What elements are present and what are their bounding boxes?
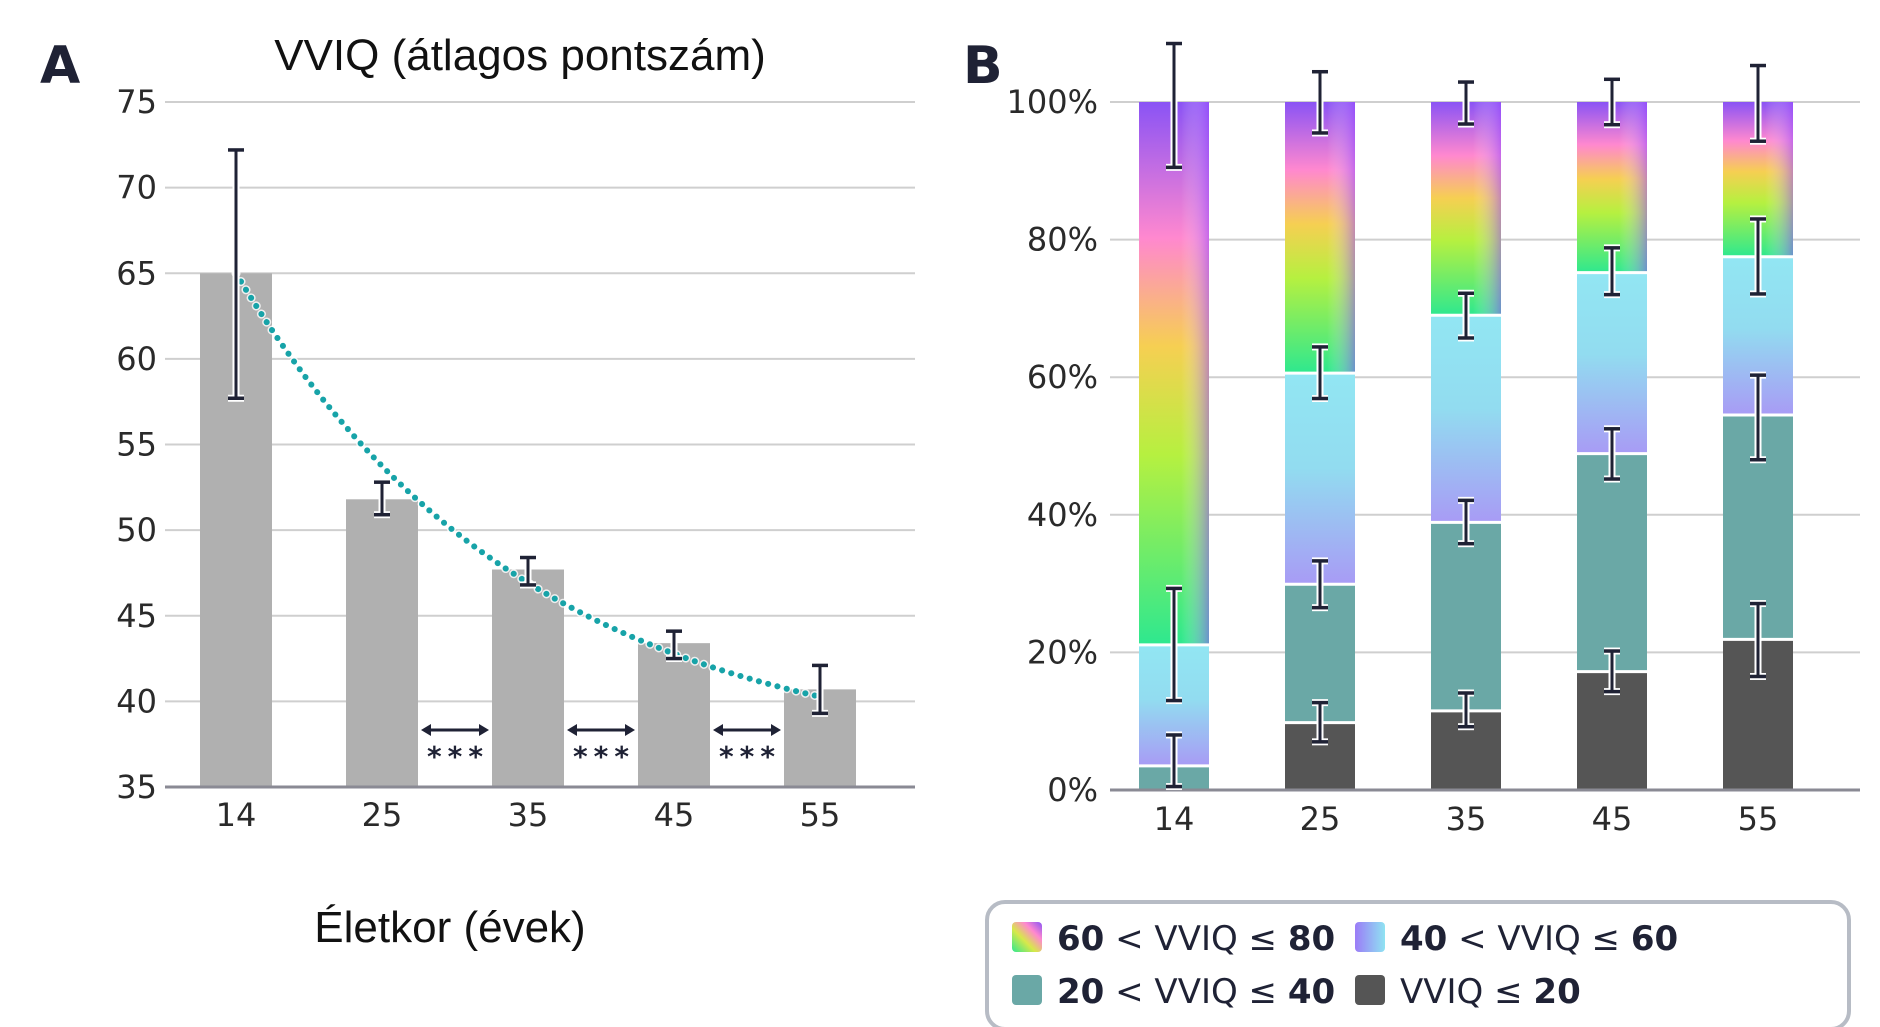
errorbar-b-14-1 <box>1166 584 1182 705</box>
ytick-a-45: 45 <box>116 597 157 635</box>
errorbar-a-55 <box>812 661 828 717</box>
xtick-b-55: 55 <box>1738 800 1779 838</box>
errorbar-b-45-2 <box>1604 244 1620 299</box>
ytick-a-35: 35 <box>116 768 157 806</box>
errorbar-a-35 <box>520 554 536 589</box>
segment-b-25-40-60 <box>1285 373 1355 585</box>
panel-b-chart: 0% 20% 40% 60% 80% 100% 14 25 35 45 55 <box>1007 40 1860 838</box>
significance-a-1: *** <box>421 724 489 773</box>
panel-a-label: A <box>40 36 80 96</box>
ytick-b-80: 80% <box>1027 221 1098 259</box>
ytick-a-50: 50 <box>116 511 157 549</box>
legend-label-0-20: VVIQ ≤ 20 <box>1400 972 1581 1012</box>
legend-swatch-60-80 <box>1012 922 1042 952</box>
significance-a-3: *** <box>713 724 781 773</box>
errorbar-b-55-3 <box>1750 62 1766 145</box>
errorbar-b-25-3 <box>1312 68 1328 137</box>
ytick-a-75: 75 <box>116 83 157 121</box>
errorbar-b-35-2 <box>1458 289 1474 342</box>
xtick-b-35: 35 <box>1446 800 1487 838</box>
significance-arrowhead-left <box>713 724 723 736</box>
errorbar-b-55-2 <box>1750 215 1766 298</box>
ytick-a-55: 55 <box>116 426 157 464</box>
ytick-a-65: 65 <box>116 254 157 292</box>
significance-a-2: *** <box>567 724 635 773</box>
errorbar-b-14-2 <box>1166 40 1182 171</box>
segment-b-35-20-40 <box>1431 522 1501 711</box>
significance-arrowhead-right <box>479 724 489 736</box>
errorbar-b-35-1 <box>1458 496 1474 548</box>
significance-arrowhead-left <box>567 724 577 736</box>
xtick-a-14: 14 <box>216 796 257 834</box>
errorbar-b-45-3 <box>1604 75 1620 129</box>
errorbar-b-25-2 <box>1312 343 1328 403</box>
ytick-b-40: 40% <box>1027 496 1098 534</box>
ytick-b-100: 100% <box>1007 83 1098 121</box>
errorbar-a-25 <box>374 478 390 519</box>
segment-b-35-40-60 <box>1431 315 1501 523</box>
errorbar-b-55-0 <box>1750 600 1766 680</box>
errorbar-b-25-1 <box>1312 557 1328 612</box>
legend-swatch-20-40 <box>1012 975 1042 1005</box>
errorbar-b-55-1 <box>1750 371 1766 464</box>
legend-label-40-60: 40 < VVIQ ≤ 60 <box>1400 919 1678 959</box>
legend-swatch-40-60 <box>1355 922 1385 952</box>
legend-label-60-80: 60 < VVIQ ≤ 80 <box>1057 919 1335 959</box>
errorbar-b-25-0 <box>1312 699 1328 746</box>
legend: 60 < VVIQ ≤ 80 40 < VVIQ ≤ 60 20 < VVIQ … <box>985 900 1851 1027</box>
significance-arrowhead-left <box>421 724 431 736</box>
segment-b-25-60-80-tint <box>1285 102 1355 374</box>
errorbar-b-45-1 <box>1604 425 1620 483</box>
xtick-a-25: 25 <box>362 796 403 834</box>
xtick-b-25: 25 <box>1300 800 1341 838</box>
significance-stars: *** <box>573 740 635 773</box>
xtick-a-45: 45 <box>654 796 695 834</box>
significance-stars: *** <box>719 740 781 773</box>
legend-box <box>985 900 1851 1027</box>
errorbar-b-45-0 <box>1604 647 1620 696</box>
bar-a-45 <box>638 643 710 787</box>
bar-a-35 <box>492 569 564 787</box>
xtick-b-14: 14 <box>1154 800 1195 838</box>
panel-b-label: B <box>963 36 1003 96</box>
ytick-a-70: 70 <box>116 169 157 207</box>
xtick-b-45: 45 <box>1592 800 1633 838</box>
ytick-a-40: 40 <box>116 682 157 720</box>
significance-arrowhead-right <box>771 724 781 736</box>
errorbar-b-14-0 <box>1166 731 1182 791</box>
segment-b-14-60-80-tint <box>1139 102 1209 645</box>
significance-arrowhead-right <box>625 724 635 736</box>
ytick-b-0: 0% <box>1047 771 1098 809</box>
segment-b-45-20-40 <box>1577 453 1647 672</box>
panel-a-chart: 35 40 45 50 55 60 65 70 75 *** *** *** 14 25 35 45 55 <box>116 83 915 834</box>
significance-stars: *** <box>427 740 489 773</box>
ytick-b-60: 60% <box>1027 358 1098 396</box>
errorbar-b-35-3 <box>1458 78 1474 128</box>
legend-swatch-0-20 <box>1355 975 1385 1005</box>
segment-b-45-60-80-tint <box>1577 102 1647 273</box>
segment-b-45-40-60 <box>1577 272 1647 454</box>
errorbar-b-35-0 <box>1458 689 1474 731</box>
chart-a-xlabel: Életkor (évek) <box>314 903 585 952</box>
ytick-b-20: 20% <box>1027 633 1098 671</box>
xtick-a-35: 35 <box>508 796 549 834</box>
xtick-a-55: 55 <box>800 796 841 834</box>
bar-a-25 <box>346 499 418 787</box>
legend-label-20-40: 20 < VVIQ ≤ 40 <box>1057 972 1335 1012</box>
errorbar-a-14 <box>228 146 244 402</box>
ytick-a-60: 60 <box>116 340 157 378</box>
errorbar-a-45 <box>666 627 682 663</box>
segment-b-35-60-80-tint <box>1431 102 1501 316</box>
chart-a-title: VVIQ (átlagos pontszám) <box>274 31 766 80</box>
